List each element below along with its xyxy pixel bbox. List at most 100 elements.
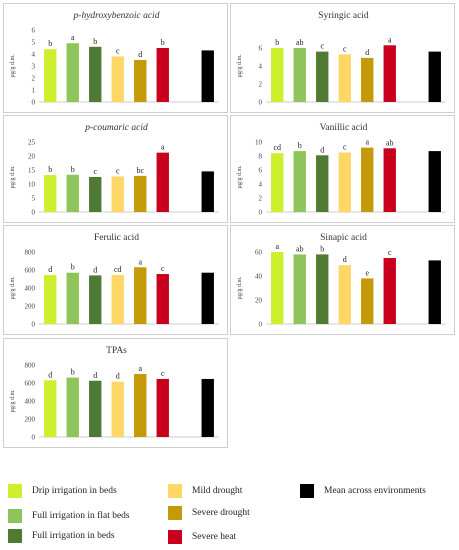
chart-title: p-coumaric acid — [84, 123, 148, 133]
bar — [156, 152, 169, 212]
bar-letter-label: d — [93, 371, 97, 380]
y-tick-label: 1 — [32, 87, 36, 95]
y-tick-label: 0 — [32, 434, 36, 442]
bar-letter-label: c — [343, 143, 347, 152]
bar-letter-label: b — [71, 368, 75, 377]
chart-title: TPAs — [106, 346, 127, 356]
bar — [316, 51, 329, 102]
y-tick-label: 0 — [32, 321, 36, 329]
y-tick-label: 25 — [28, 139, 36, 147]
y-tick-label: 15 — [28, 167, 36, 175]
bar — [383, 258, 396, 324]
legend-swatch — [300, 484, 314, 498]
bar-letter-label: d — [48, 265, 52, 274]
y-tick-label: 2 — [259, 81, 263, 89]
bar-letter-label: b — [48, 39, 52, 48]
bar-letter-label: a — [388, 35, 392, 44]
bar-letter-label: c — [388, 248, 392, 257]
chart-svg: Vanillic acid µg/g d.m. 0 2 4 6 8 10 cd b d c a ab — [237, 123, 446, 217]
legend-swatch — [168, 530, 182, 544]
legend-swatch — [8, 509, 22, 523]
chart-svg: p-hydroxybenzoic acid µg/g d.m. 0 1 2 3 4 5 6 b a b… — [10, 11, 219, 107]
bar-letter-label: d — [343, 255, 347, 264]
y-tick-label: 200 — [25, 416, 36, 424]
bar-letter-label: c — [161, 264, 165, 273]
bar — [271, 153, 284, 212]
y-tick-label: 0 — [259, 209, 263, 217]
bar — [361, 147, 374, 212]
y-axis-label: µg/g d.m. — [10, 54, 16, 78]
bar — [293, 254, 306, 324]
legend-item-mild-drought: Mild drought — [168, 483, 242, 499]
y-axis-label: µg/g d.m. — [10, 389, 16, 413]
bar-letter-label: b — [275, 38, 279, 47]
bar — [201, 272, 214, 324]
bar — [134, 175, 147, 212]
legend-item-full-irrigation-beds: Full irrigation in beds — [8, 528, 115, 544]
y-axis-label: µg/g d.m. — [237, 54, 243, 78]
bar-letter-label: e — [365, 268, 369, 277]
bar — [89, 380, 102, 437]
y-tick-label: 4 — [259, 63, 263, 71]
y-tick-label: 6 — [32, 27, 36, 35]
bar-letter-label: cd — [114, 265, 122, 274]
legend-item-mean: Mean across environments — [300, 483, 426, 499]
y-axis-label: µg/g d.m. — [237, 165, 243, 189]
y-tick-label: 3 — [32, 63, 36, 71]
bar — [271, 252, 284, 324]
bar — [134, 60, 147, 102]
legend-item-full-irrigation-flat: Full irrigation in flat beds — [8, 508, 130, 524]
y-tick-label: 20 — [28, 153, 36, 161]
bar — [44, 380, 57, 437]
bar-letter-label: d — [93, 265, 97, 274]
bar-letter-label: a — [138, 257, 142, 266]
y-tick-label: 5 — [32, 39, 36, 47]
bar — [66, 377, 79, 437]
bar — [201, 171, 214, 212]
y-tick-label: 5 — [32, 195, 36, 203]
bar — [89, 177, 102, 212]
bar — [134, 374, 147, 437]
y-tick-label: 2 — [32, 75, 36, 83]
bar-letter-label: b — [48, 165, 52, 174]
chart-svg: TPAs µg/g d.m. 0 200 400 600 800 d b d d a c — [10, 346, 219, 442]
bar-letter-label: a — [275, 242, 279, 251]
bar — [89, 46, 102, 102]
bar-letter-label: d — [116, 372, 120, 381]
chart-panel: Vanillic acid µg/g d.m. 0 2 4 6 8 10 cd b d c a ab — [230, 115, 455, 223]
chart-svg: Syringic acid µg/g d.m. 0 2 4 6 b ab c c d a — [237, 11, 446, 107]
bar — [338, 152, 351, 212]
bar — [338, 54, 351, 102]
y-tick-label: 800 — [25, 362, 36, 370]
bar — [428, 151, 441, 212]
bar — [156, 274, 169, 324]
y-tick-label: 10 — [255, 139, 263, 147]
bar — [66, 174, 79, 212]
bar — [44, 175, 57, 212]
bar — [44, 49, 57, 102]
bar — [156, 378, 169, 437]
bar-letter-label: d — [138, 50, 142, 59]
bar-letter-label: cd — [273, 143, 281, 152]
y-tick-label: 600 — [25, 380, 36, 388]
bar — [89, 275, 102, 324]
y-tick-label: 40 — [255, 273, 263, 281]
legend-item-drip-irrigation: Drip irrigation in beds — [8, 483, 117, 499]
legend-swatch — [168, 506, 182, 520]
legend-swatch — [168, 484, 182, 498]
y-tick-label: 6 — [259, 45, 263, 53]
chart-title-part: Syringic acid — [318, 11, 369, 21]
bar — [201, 378, 214, 437]
chart-svg: Ferulic acid µg/g d.m. 0 200 400 600 800 d b d cd a… — [10, 233, 219, 329]
y-tick-label: 0 — [259, 99, 263, 107]
chart-title: Syringic acid — [318, 11, 369, 21]
chart-title: Sinapic acid — [320, 233, 367, 243]
chart-title-part: -coumaric acid — [90, 123, 148, 133]
bar-letter-label: bc — [136, 166, 144, 175]
bar-letter-label: d — [320, 145, 324, 154]
chart-title-part: -hydroxybenzoic acid — [78, 11, 159, 21]
y-tick-label: 60 — [255, 249, 263, 257]
y-tick-label: 800 — [25, 249, 36, 257]
bar — [361, 57, 374, 102]
legend-label: Severe drought — [192, 508, 250, 518]
